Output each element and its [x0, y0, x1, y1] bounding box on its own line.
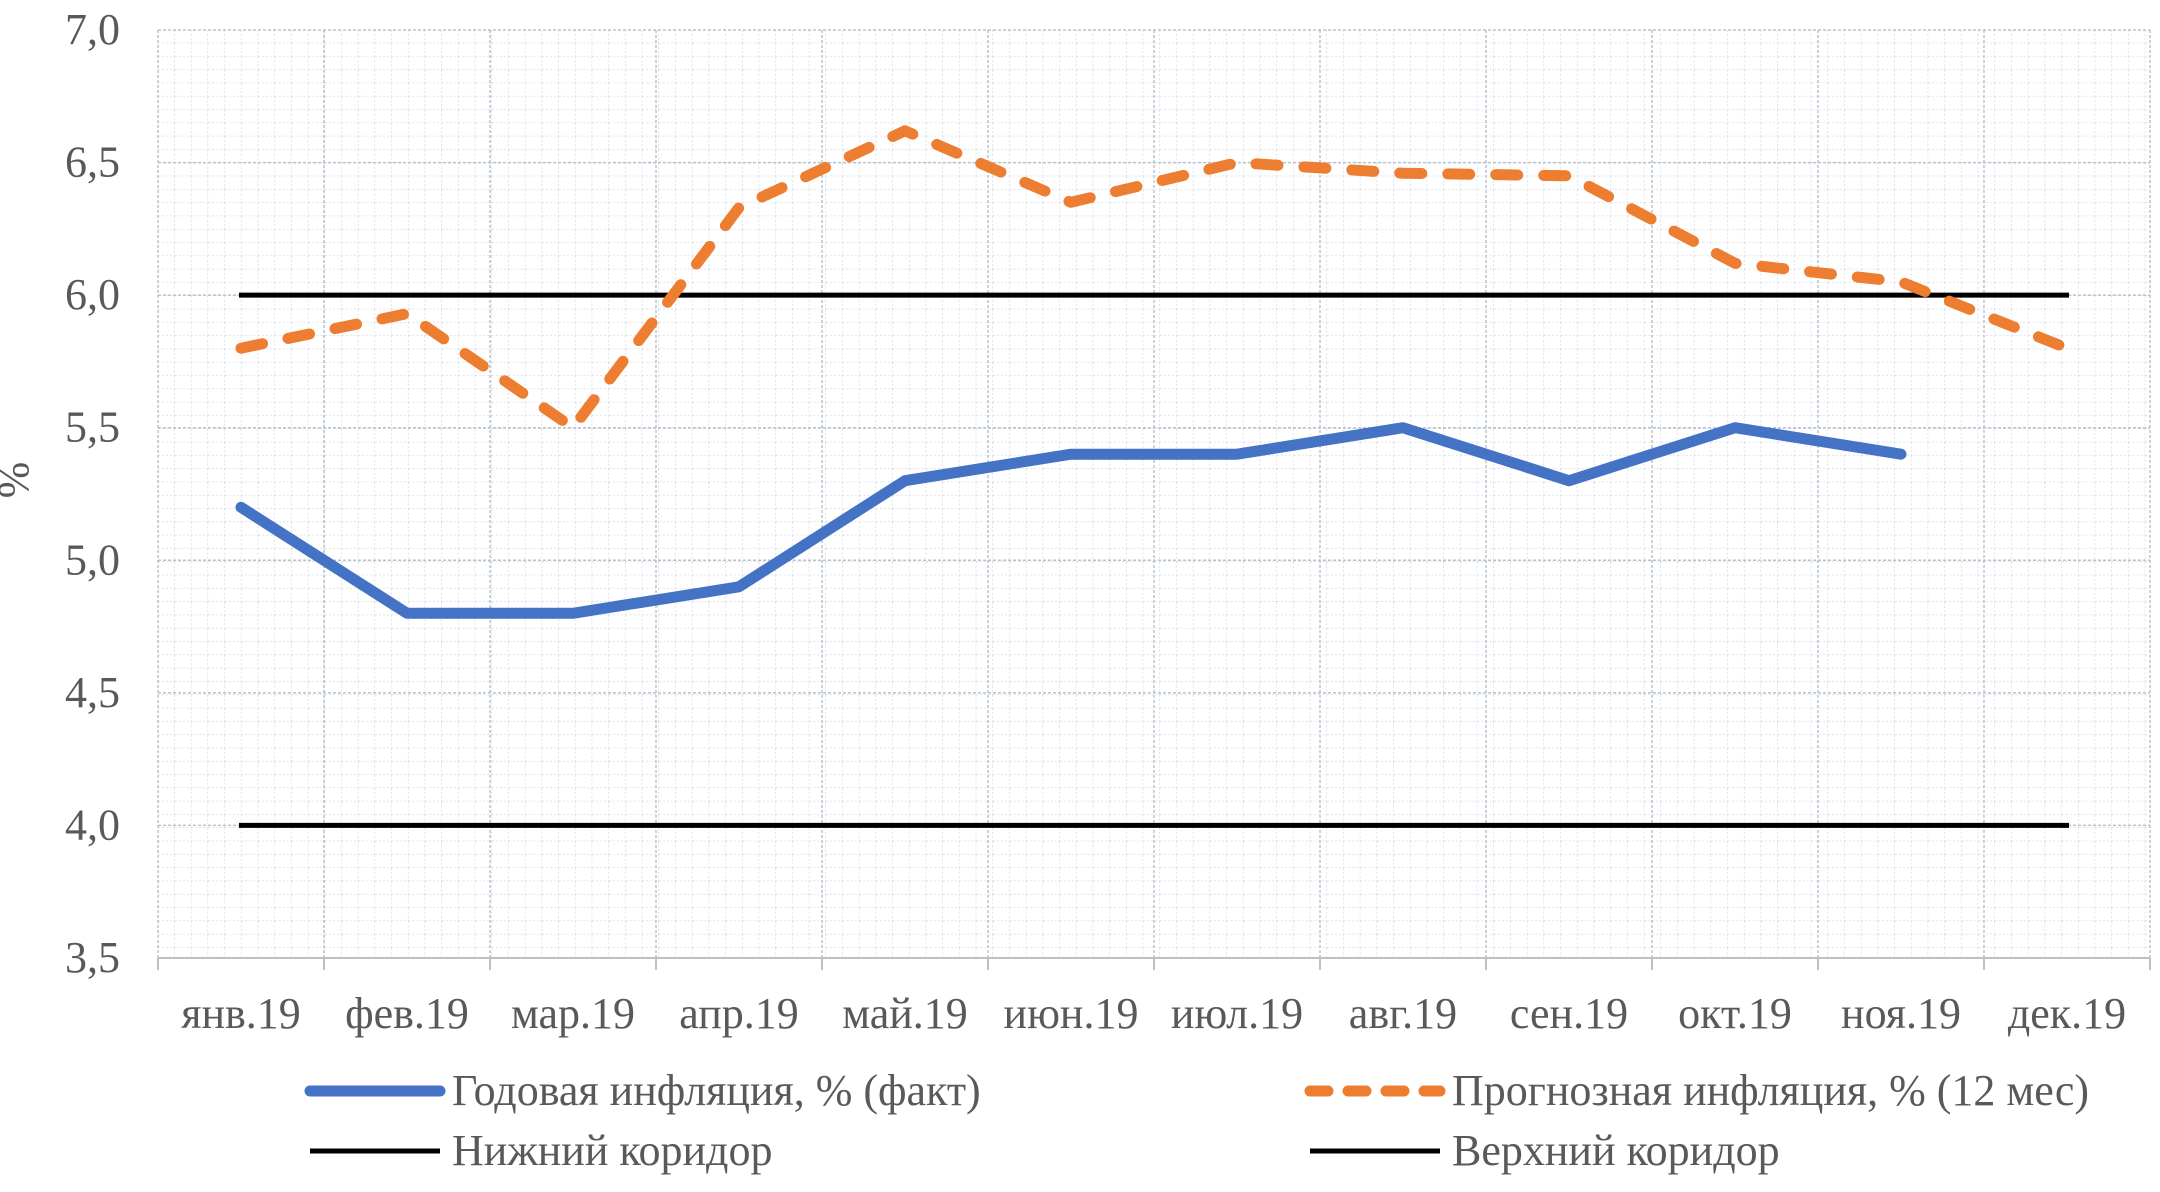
- x-tick-label: май.19: [842, 989, 968, 1038]
- x-tick-label: янв.19: [181, 989, 301, 1038]
- y-tick-label: 5,0: [65, 535, 120, 584]
- y-axis-title: %: [0, 462, 38, 499]
- y-tick-label: 5,5: [65, 403, 120, 452]
- x-tick-label: апр.19: [679, 989, 799, 1038]
- series-line-2: [235, 125, 2073, 434]
- x-tick-label: фев.19: [345, 989, 469, 1038]
- y-tick-label: 6,0: [65, 270, 120, 319]
- plot-area-grid: [158, 30, 2150, 958]
- legend-label-4: Верхний коридор: [1452, 1126, 1780, 1175]
- series-line-1: [235, 422, 1907, 619]
- x-tick-label: мар.19: [511, 989, 635, 1038]
- legend: Годовая инфляция, % (факт) Прогнозная инф…: [304, 1066, 2089, 1175]
- y-axis: 3,5 4,0 4,5 5,0 5,5 6,0 6,5 7,0: [65, 5, 120, 982]
- y-tick-label: 7,0: [65, 5, 120, 54]
- legend-label-3: Нижний коридор: [452, 1126, 772, 1175]
- x-tick-label: сен.19: [1510, 989, 1628, 1038]
- x-tick-label: окт.19: [1678, 989, 1792, 1038]
- x-tick-label: дек.19: [2008, 989, 2126, 1038]
- x-tick-label: июл.19: [1171, 989, 1303, 1038]
- y-tick-label: 4,0: [65, 800, 120, 849]
- legend-label-1: Годовая инфляция, % (факт): [452, 1066, 981, 1115]
- legend-label-2: Прогнозная инфляция, % (12 мес): [1452, 1066, 2089, 1115]
- x-axis: янв.19 фев.19 мар.19 апр.19 май.19 июн.19 июл.…: [157, 957, 2151, 1038]
- y-tick-label: 3,5: [65, 933, 120, 982]
- y-tick-label: 6,5: [65, 138, 120, 187]
- x-tick-label: авг.19: [1349, 989, 1457, 1038]
- x-tick-label: июн.19: [1004, 989, 1139, 1038]
- series-layer: [235, 125, 2073, 828]
- y-tick-label: 4,5: [65, 668, 120, 717]
- x-tick-label: ноя.19: [1841, 989, 1961, 1038]
